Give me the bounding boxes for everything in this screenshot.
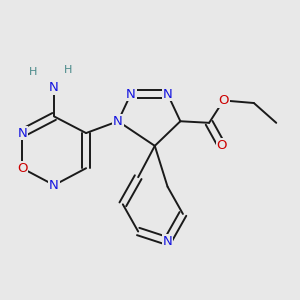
Text: N: N — [49, 179, 59, 192]
Text: O: O — [17, 162, 27, 175]
Text: H: H — [29, 67, 38, 77]
Text: H: H — [64, 65, 73, 75]
Text: N: N — [113, 115, 123, 128]
Text: N: N — [126, 88, 136, 100]
Text: N: N — [17, 127, 27, 140]
Text: O: O — [218, 94, 229, 107]
Text: N: N — [163, 88, 172, 100]
Text: N: N — [49, 81, 59, 94]
Text: O: O — [217, 139, 227, 152]
Text: N: N — [163, 235, 172, 248]
